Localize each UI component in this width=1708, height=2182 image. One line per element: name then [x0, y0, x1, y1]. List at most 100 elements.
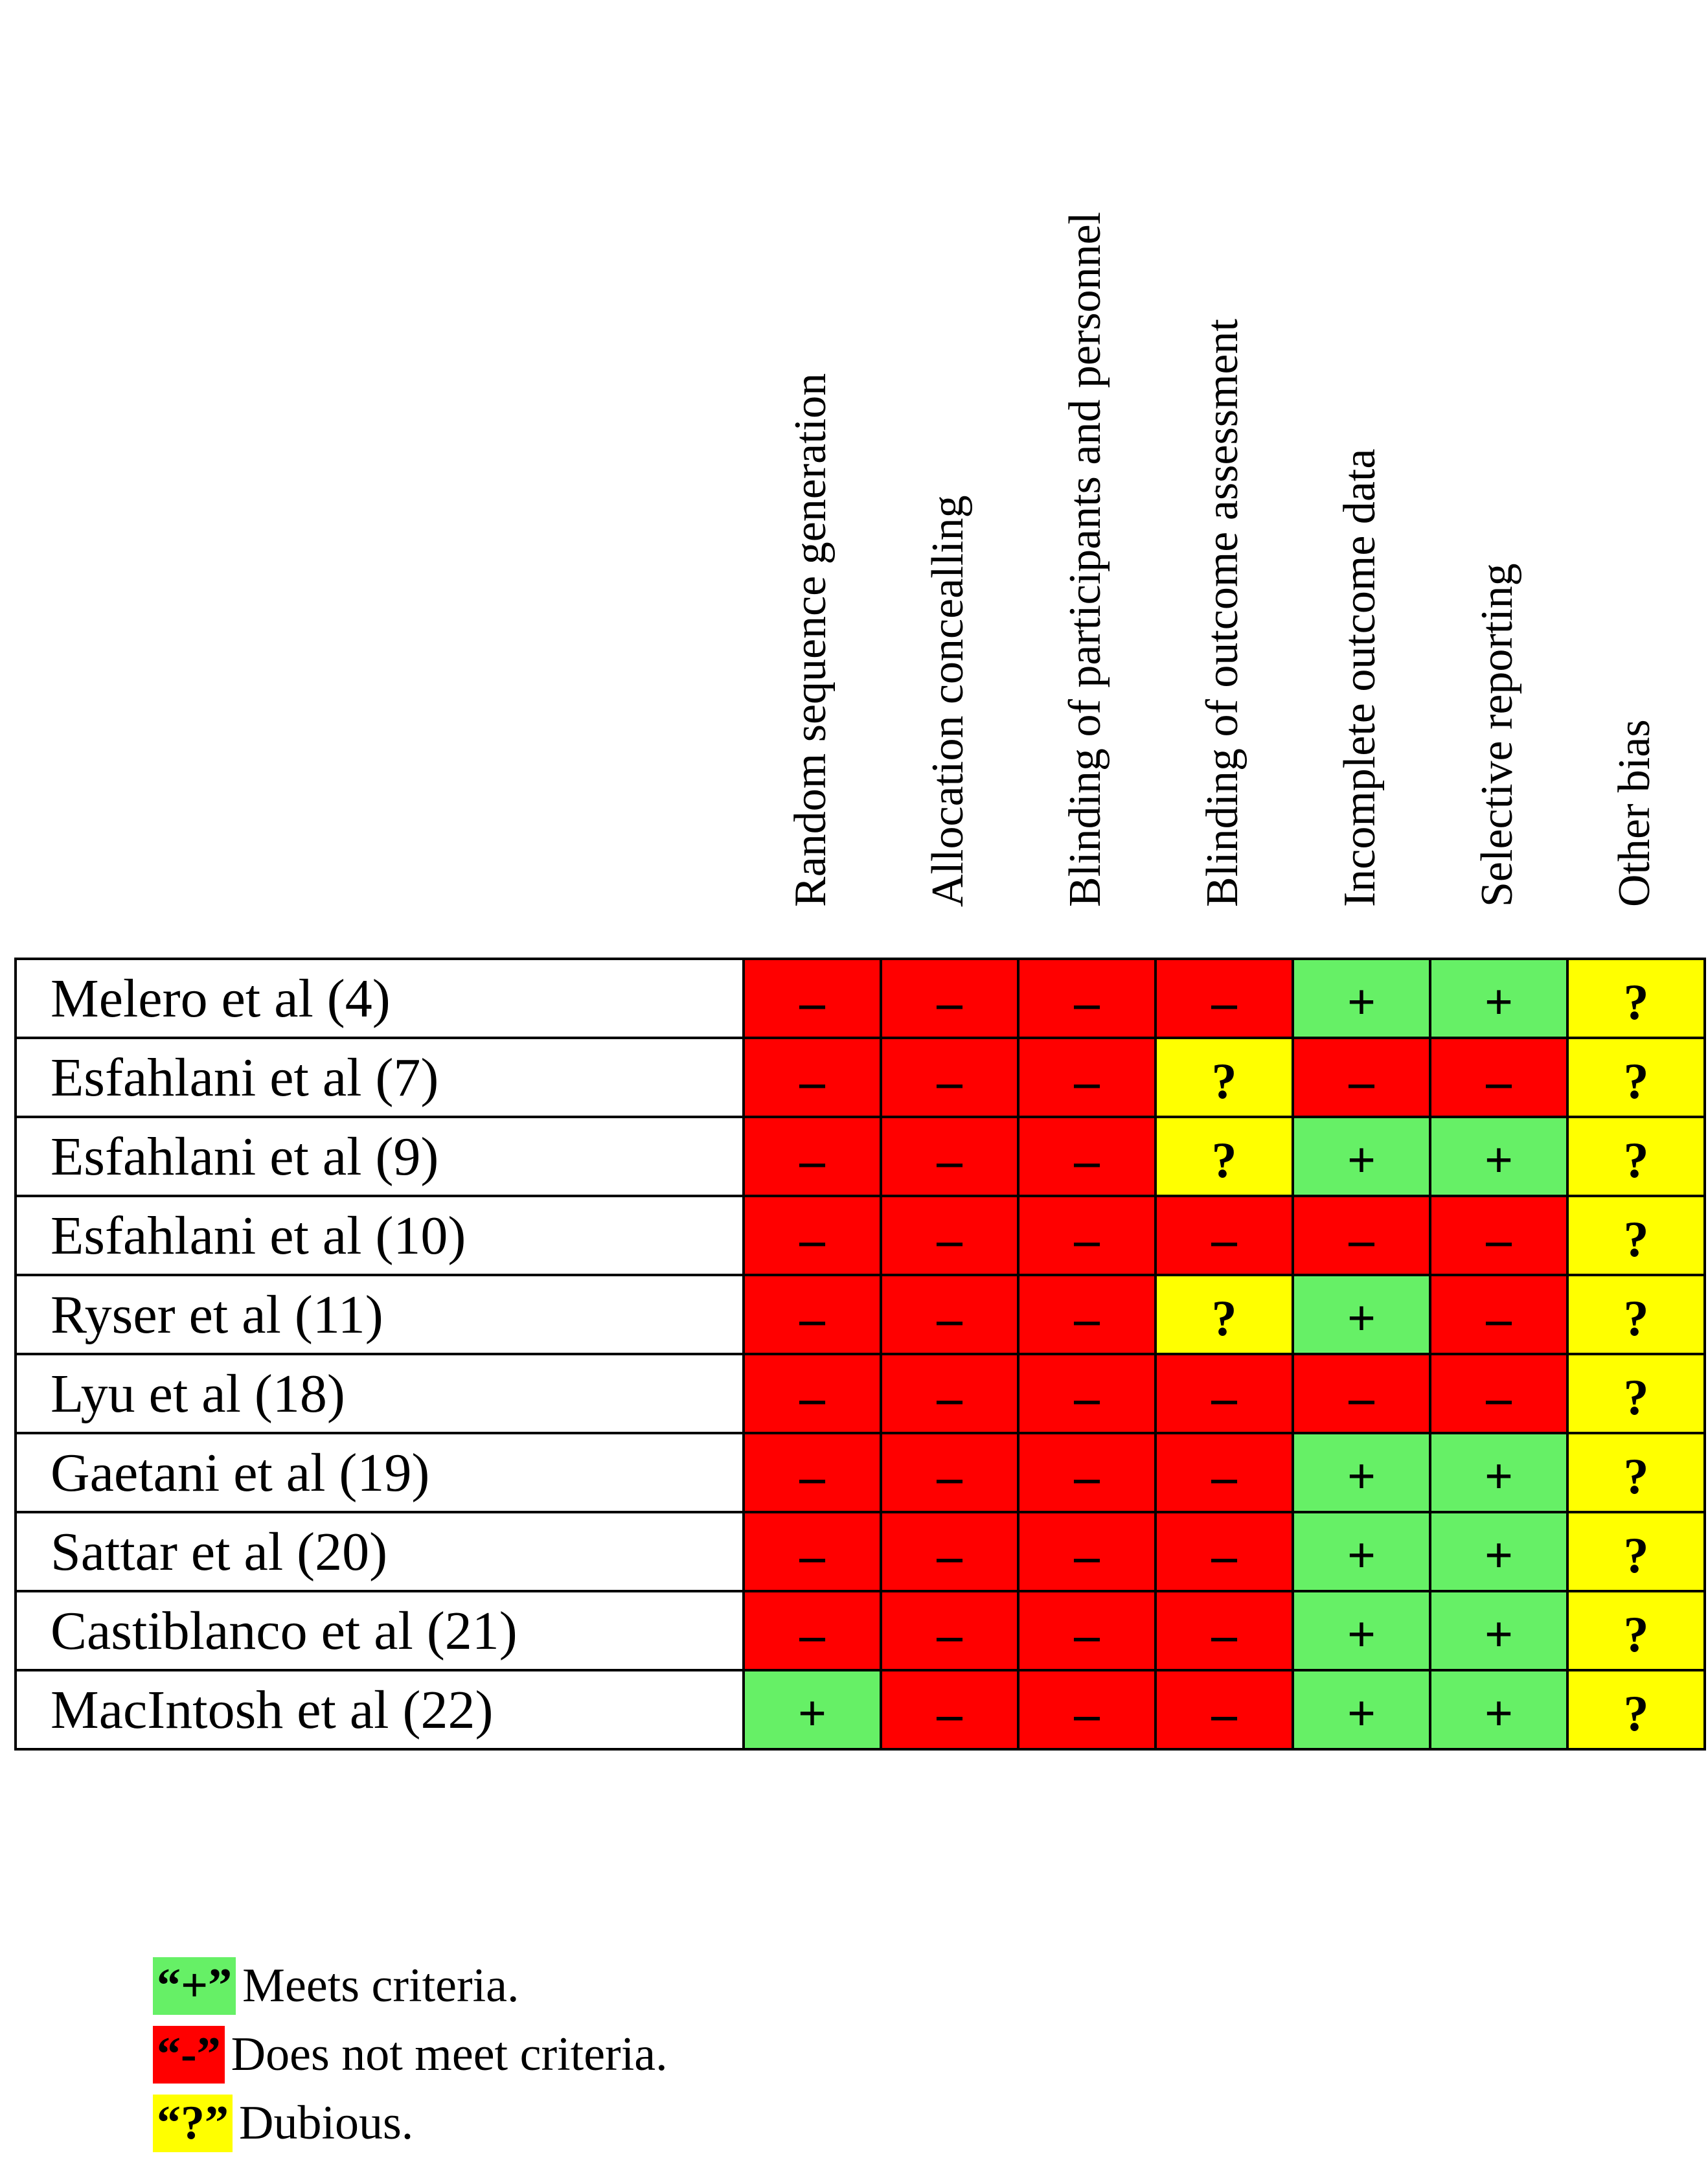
rating-cell: ?: [1566, 1353, 1706, 1434]
column-header-label: Blinding of participants and personnel: [1060, 211, 1110, 907]
rating-symbol: +: [797, 1685, 827, 1741]
rating-symbol: –: [937, 1211, 962, 1267]
rating-cell: –: [1017, 1195, 1157, 1276]
rating-symbol: –: [1486, 1290, 1512, 1346]
rating-cell: +: [1292, 1511, 1431, 1592]
rating-cell: ?: [1566, 1274, 1706, 1355]
rating-symbol: –: [799, 1053, 825, 1109]
rating-cell: –: [1154, 1353, 1294, 1434]
study-name: MacIntosh et al (22): [14, 1669, 745, 1751]
rating-symbol: ?: [1211, 1132, 1237, 1188]
rating-cell: –: [742, 1353, 882, 1434]
rating-cell: –: [880, 1037, 1019, 1118]
rating-symbol: ?: [1623, 1527, 1649, 1583]
table-row: Castiblanco et al (21) – – – – + +?: [14, 1590, 1706, 1671]
column-header-label: Incomplete outcome data: [1335, 448, 1385, 908]
rating-cell: –: [880, 1590, 1019, 1671]
study-name: Gaetani et al (19): [14, 1432, 745, 1513]
rating-symbol: ?: [1623, 1685, 1649, 1741]
column-header-label: Other bias: [1610, 719, 1659, 907]
study-name: Esfahlani et al (7): [14, 1037, 745, 1118]
rating-cell: +: [1429, 1116, 1569, 1197]
table-row: Ryser et al (11) – – –? + –?: [14, 1274, 1706, 1355]
rating-cell: –: [742, 1274, 882, 1355]
rating-cell: –: [742, 1590, 882, 1671]
table-row: Sattar et al (20) – – – – + +?: [14, 1511, 1706, 1592]
column-header-label: Blinding of outcome assessment: [1198, 319, 1247, 907]
rating-symbol: –: [1486, 1211, 1512, 1267]
rating-cell: –: [1017, 1037, 1157, 1118]
rating-symbol: +: [1484, 1448, 1514, 1504]
rating-cell: ?: [1566, 1195, 1706, 1276]
rating-cell: –: [1154, 1511, 1294, 1592]
legend-label: Does not meet criteria.: [231, 2027, 668, 2081]
rating-cell: –: [1017, 1116, 1157, 1197]
rating-symbol: –: [1074, 1211, 1100, 1267]
rating-symbol: ?: [1211, 1290, 1237, 1346]
rating-cell: –: [1292, 1353, 1431, 1434]
rating-symbol: –: [937, 1290, 962, 1346]
rating-cell: –: [880, 1511, 1019, 1592]
rating-symbol: –: [1074, 1527, 1100, 1583]
rating-cell: –: [1017, 1669, 1157, 1751]
rating-symbol: +: [1484, 1606, 1514, 1662]
rating-cell: –: [1017, 1511, 1157, 1592]
rating-cell: –: [1017, 1432, 1157, 1513]
rating-cell: –: [1429, 1195, 1569, 1276]
rating-symbol: –: [1211, 1606, 1237, 1662]
rating-cell: –: [1292, 1037, 1431, 1118]
rating-symbol: ?: [1623, 1369, 1649, 1425]
rating-cell: +: [1429, 1432, 1569, 1513]
legend-swatch: “?”: [153, 2094, 233, 2152]
rating-symbol: –: [937, 1053, 962, 1109]
rating-cell: +: [1292, 1116, 1431, 1197]
rating-symbol: ?: [1623, 974, 1649, 1030]
rating-symbol: +: [1347, 1685, 1376, 1741]
rating-cell: +: [1429, 1590, 1569, 1671]
rating-cell: –: [1429, 1037, 1569, 1118]
rating-symbol: –: [1211, 1527, 1237, 1583]
rating-symbol: –: [937, 1685, 962, 1741]
rating-symbol: –: [799, 1369, 825, 1425]
study-name: Esfahlani et al (10): [14, 1195, 745, 1276]
rating-cell: ?: [1566, 1669, 1706, 1751]
rating-cell: +: [1429, 1511, 1569, 1592]
rating-symbol: –: [937, 1369, 962, 1425]
rating-symbol: +: [1484, 974, 1514, 1030]
rating-cell: +: [1292, 1432, 1431, 1513]
rating-symbol: –: [1074, 1448, 1100, 1504]
rating-cell: –: [742, 1195, 882, 1276]
rating-symbol: +: [1484, 1132, 1514, 1188]
rating-cell: –: [880, 1353, 1019, 1434]
risk-of-bias-table: Melero et al (4) – – – – + +? Esfahlani et al (…: [14, 958, 1706, 1751]
rating-symbol: –: [1211, 1685, 1237, 1741]
rating-cell: –: [1017, 1353, 1157, 1434]
rating-cell: –: [1154, 1195, 1294, 1276]
rating-cell: –: [1154, 958, 1294, 1039]
rating-symbol: ?: [1623, 1132, 1649, 1188]
rating-cell: +: [1429, 958, 1569, 1039]
rating-symbol: –: [1349, 1369, 1374, 1425]
rating-symbol: +: [1484, 1527, 1514, 1583]
rating-cell: +: [1292, 1590, 1431, 1671]
rating-symbol: +: [1347, 1132, 1376, 1188]
rating-symbol: –: [1074, 1290, 1100, 1346]
rating-cell: –: [1017, 1590, 1157, 1671]
rating-cell: ?: [1154, 1116, 1294, 1197]
rating-cell: –: [880, 1669, 1019, 1751]
rating-symbol: +: [1347, 1448, 1376, 1504]
rating-cell: +: [742, 1669, 882, 1751]
rating-cell: –: [1017, 958, 1157, 1039]
study-name: Castiblanco et al (21): [14, 1590, 745, 1671]
rating-symbol: –: [1074, 1685, 1100, 1741]
rating-symbol: ?: [1211, 1053, 1237, 1109]
rating-cell: +: [1292, 958, 1431, 1039]
study-name: Sattar et al (20): [14, 1511, 745, 1592]
rating-cell: +: [1292, 1669, 1431, 1751]
legend-swatch: “-”: [153, 2025, 225, 2084]
study-name: Ryser et al (11): [14, 1274, 745, 1355]
rating-symbol: –: [1074, 1369, 1100, 1425]
rating-cell: –: [742, 1511, 882, 1592]
rating-symbol: –: [937, 1606, 962, 1662]
